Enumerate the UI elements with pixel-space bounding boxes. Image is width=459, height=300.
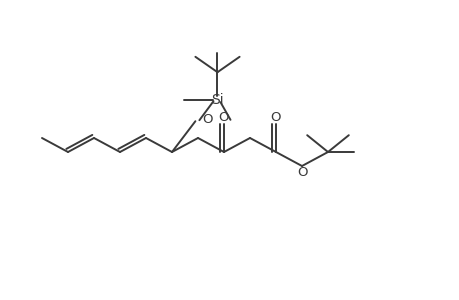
Text: O: O	[297, 167, 308, 179]
Text: O: O	[202, 113, 213, 126]
Text: O: O	[270, 110, 280, 124]
Text: O: O	[218, 110, 229, 124]
Text: Si: Si	[211, 93, 224, 107]
